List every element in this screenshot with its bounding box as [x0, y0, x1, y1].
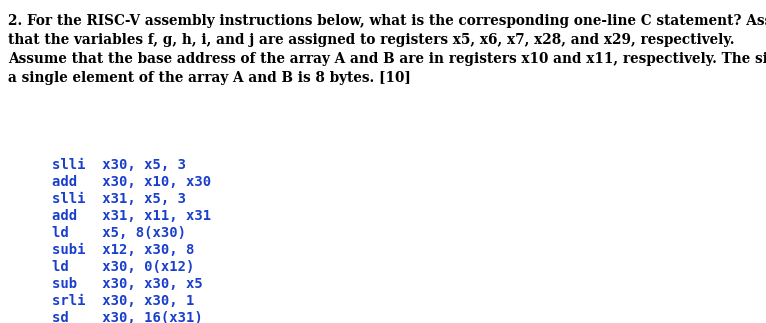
- Text: sub   x30, x30, x5: sub x30, x30, x5: [52, 277, 203, 291]
- Text: slli  x30, x5, 3: slli x30, x5, 3: [52, 158, 186, 172]
- Text: subi  x12, x30, 8: subi x12, x30, 8: [52, 243, 195, 257]
- Text: add   x31, x11, x31: add x31, x11, x31: [52, 209, 211, 223]
- Text: sd    x30, 16(x31): sd x30, 16(x31): [52, 311, 203, 323]
- Text: slli  x31, x5, 3: slli x31, x5, 3: [52, 192, 186, 206]
- Text: a single element of the array A and B is 8 bytes. [10]: a single element of the array A and B is…: [8, 71, 411, 85]
- Text: 2. For the RISC-V assembly instructions below, what is the corresponding one-lin: 2. For the RISC-V assembly instructions …: [8, 14, 766, 28]
- Text: srli  x30, x30, 1: srli x30, x30, 1: [52, 294, 195, 308]
- Text: that the variables f, g, h, i, and j are assigned to registers x5, x6, x7, x28, : that the variables f, g, h, i, and j are…: [8, 33, 735, 47]
- Text: ld    x5, 8(x30): ld x5, 8(x30): [52, 226, 186, 240]
- Text: ld    x30, 0(x12): ld x30, 0(x12): [52, 260, 195, 274]
- Text: Assume that the base address of the array A and B are in registers x10 and x11, : Assume that the base address of the arra…: [8, 52, 766, 66]
- Text: add   x30, x10, x30: add x30, x10, x30: [52, 175, 211, 189]
